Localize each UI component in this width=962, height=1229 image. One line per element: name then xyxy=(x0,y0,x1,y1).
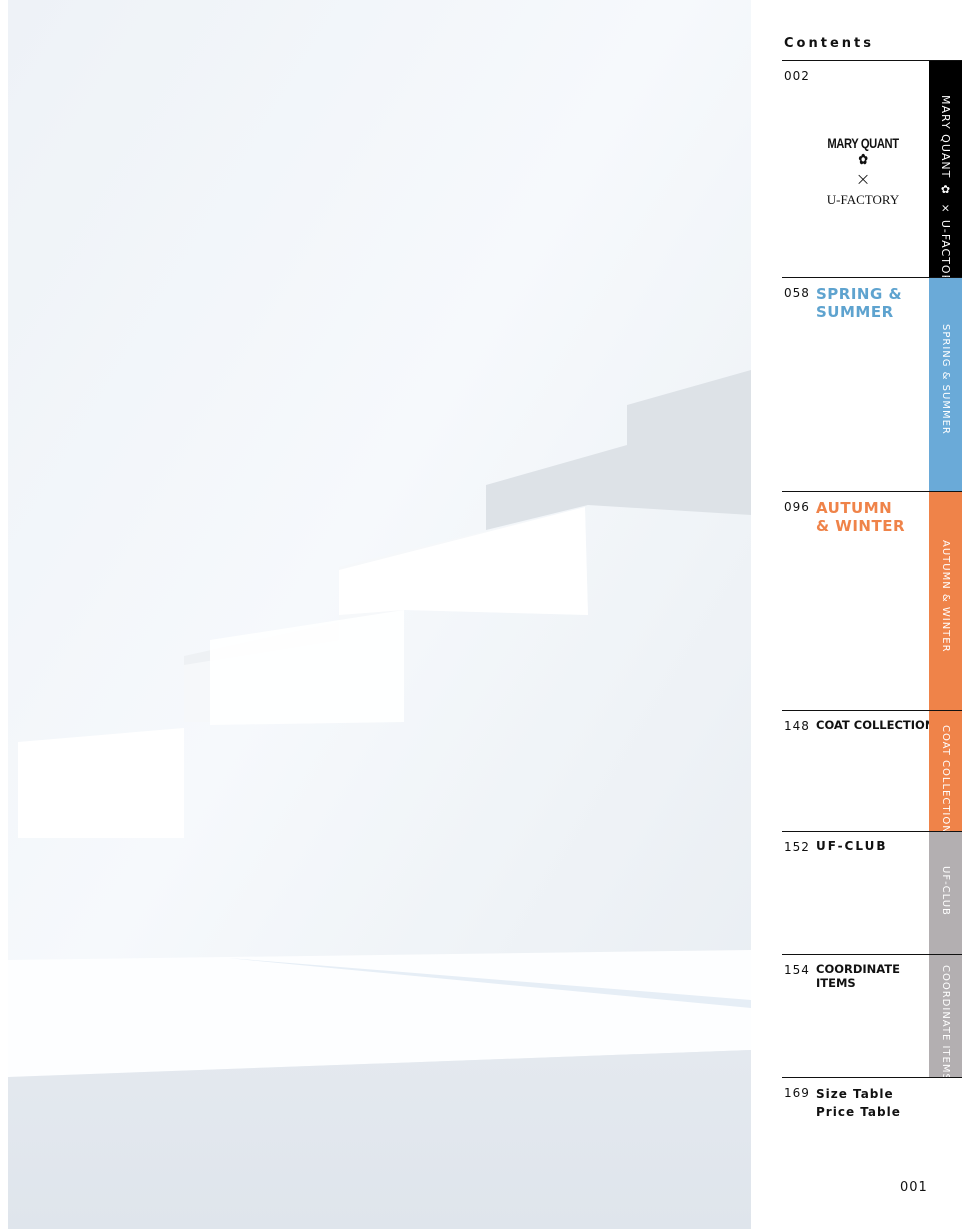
page-number: 152 xyxy=(784,840,810,854)
toc-entry-spring-summer[interactable]: 058 SPRING & SUMMER SPRING & SUMMER xyxy=(782,277,962,491)
entry-label: COAT COLLECTION xyxy=(816,718,935,732)
entry-label: COORDINATE ITEMS xyxy=(816,962,901,990)
entry-label-2: Price Table xyxy=(816,1105,901,1119)
flower-icon: ✿ xyxy=(858,151,868,167)
page-number: 096 xyxy=(784,500,810,514)
entry-label: AUTUMN & WINTER xyxy=(816,499,906,535)
page-number-footer: 001 xyxy=(900,1180,928,1195)
toc-entry-size-price-table[interactable]: 169 Size Table Price Table xyxy=(782,1077,962,1138)
entry-label: UF-CLUB xyxy=(816,839,888,853)
tab-collab[interactable]: MARY QUANT ✿ × U-FACTORY xyxy=(929,61,962,290)
page-number: 058 xyxy=(784,286,810,300)
page-number: 154 xyxy=(784,963,810,977)
tab-coordinate-items[interactable]: COORDINATE ITEMS xyxy=(929,955,962,1081)
entry-label: Size Table xyxy=(816,1087,894,1101)
toc-entry-coat-collection[interactable]: 148 COAT COLLECTION COAT COLLECTION xyxy=(782,710,962,834)
staircase-photo xyxy=(8,0,751,1229)
contents-title: Contents xyxy=(784,36,874,51)
tab-autumn-winter[interactable]: AUTUMN & WINTER xyxy=(929,492,962,710)
tab-uf-club[interactable]: UF-CLUB xyxy=(929,832,962,954)
mary-quant-u-factory-logo: MARY QUANT ✿ × U-FACTORY xyxy=(826,135,900,207)
toc-entry-coordinate-items[interactable]: 154 COORDINATE ITEMS COORDINATE ITEMS xyxy=(782,954,962,1081)
tab-coat-collection[interactable]: COAT COLLECTION xyxy=(929,711,962,834)
page-number: 169 xyxy=(784,1086,810,1100)
page-number: 148 xyxy=(784,719,810,733)
toc-entry-uf-club[interactable]: 152 UF-CLUB UF-CLUB xyxy=(782,831,962,954)
toc-entry-collab[interactable]: 002 MARY QUANT ✿ × U-FACTORY MARY QUANT … xyxy=(782,60,962,290)
toc-entry-autumn-winter[interactable]: 096 AUTUMN & WINTER AUTUMN & WINTER xyxy=(782,491,962,710)
entry-label: SPRING & SUMMER xyxy=(816,285,903,321)
tab-spring-summer[interactable]: SPRING & SUMMER xyxy=(929,278,962,491)
page-number: 002 xyxy=(784,69,810,83)
